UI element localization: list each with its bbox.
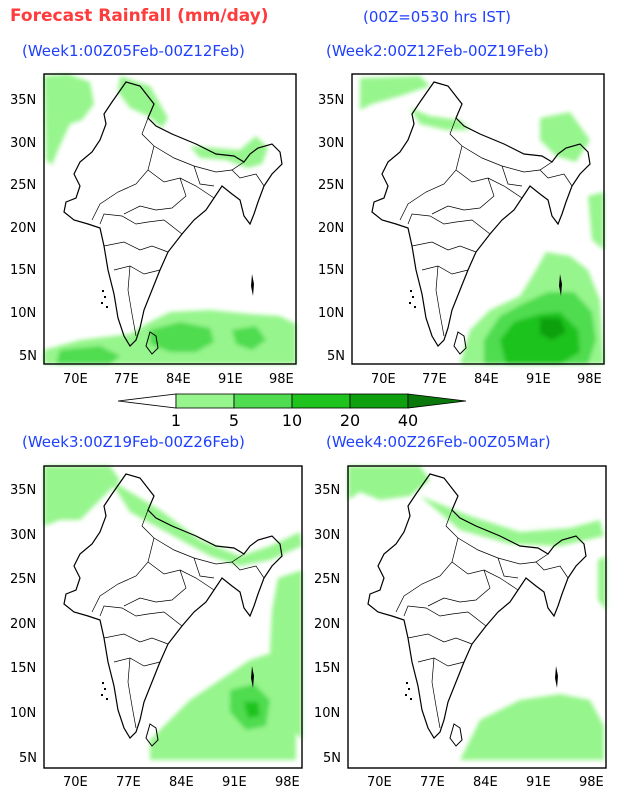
- lat-label: 20N: [10, 221, 36, 236]
- lon-label: 91E: [222, 775, 247, 790]
- lon-label: 84E: [169, 775, 194, 790]
- lat-label: 5N: [19, 751, 37, 766]
- panel-week2-map: [351, 73, 605, 365]
- lon-label: 98E: [275, 775, 300, 790]
- lat-label: 25N: [318, 178, 344, 193]
- lon-label: 70E: [371, 372, 396, 387]
- lat-label: 30N: [10, 136, 36, 151]
- legend-label: 10: [282, 411, 302, 430]
- lat-label: 30N: [10, 528, 36, 543]
- panel-week1-map: [43, 73, 297, 365]
- panel-week4-map: [347, 465, 607, 769]
- lat-label: 20N: [10, 617, 36, 632]
- lon-label: 91E: [526, 372, 551, 387]
- lon-label: 77E: [420, 775, 445, 790]
- panel-title-week3: (Week3:00Z19Feb-00Z26Feb): [22, 433, 245, 451]
- lat-label: 25N: [10, 178, 36, 193]
- lat-label: 15N: [10, 263, 36, 278]
- lat-label: 15N: [318, 263, 344, 278]
- lat-label: 10N: [318, 306, 344, 321]
- lon-label: 91E: [526, 775, 551, 790]
- axis-labels: 35N 30N 25N 20N 15N 10N 5N 70E 77E 84E 9…: [10, 93, 604, 790]
- lat-label: 25N: [10, 572, 36, 587]
- legend-labels: 1 5 10 20 40: [171, 411, 418, 430]
- legend-label: 5: [229, 411, 239, 430]
- lat-label: 35N: [314, 483, 340, 498]
- lon-label: 84E: [166, 372, 191, 387]
- lon-label: 98E: [577, 372, 602, 387]
- lon-label: 91E: [218, 372, 243, 387]
- legend-swatch-10-20: [291, 393, 351, 409]
- lat-label: 35N: [10, 483, 36, 498]
- lat-label: 15N: [10, 661, 36, 676]
- lat-label: 25N: [314, 572, 340, 587]
- rainfall-shading-week4: [348, 466, 606, 760]
- lat-label: 5N: [323, 751, 341, 766]
- lat-label: 20N: [314, 617, 340, 632]
- lat-label: 20N: [318, 221, 344, 236]
- lon-label: 77E: [422, 372, 447, 387]
- legend-label: 20: [340, 411, 360, 430]
- lon-label: 70E: [63, 372, 88, 387]
- panel-title-week2: (Week2:00Z12Feb-00Z19Feb): [326, 42, 549, 60]
- legend-swatch-below-1: [117, 393, 177, 409]
- legend-swatch-20-40: [349, 393, 409, 409]
- panel-title-week4: (Week4:00Z26Feb-00Z05Mar): [326, 433, 551, 451]
- lon-label: 77E: [116, 775, 141, 790]
- lon-label: 84E: [473, 775, 498, 790]
- lat-label: 30N: [318, 136, 344, 151]
- legend-swatch-1-5: [175, 393, 235, 409]
- legend-label: 40: [398, 411, 418, 430]
- lon-label: 98E: [579, 775, 604, 790]
- lat-label: 5N: [19, 349, 37, 364]
- lat-label: 5N: [327, 349, 345, 364]
- legend-swatch-5-10: [233, 393, 293, 409]
- panel-title-week1: (Week1:00Z05Feb-00Z12Feb): [22, 42, 245, 60]
- lat-label: 15N: [314, 661, 340, 676]
- lat-label: 35N: [318, 93, 344, 108]
- lon-label: 98E: [269, 372, 294, 387]
- lat-label: 10N: [10, 706, 36, 721]
- panel-week3-map: [43, 465, 303, 769]
- rainfall-color-legend: [117, 393, 467, 409]
- legend-swatch-above-40: [407, 393, 467, 409]
- lat-label: 10N: [10, 306, 36, 321]
- lat-label: 30N: [314, 528, 340, 543]
- map-title: Forecast Rainfall (mm/day): [10, 6, 269, 26]
- rainfall-shading-week3: [44, 466, 302, 760]
- lat-label: 10N: [314, 706, 340, 721]
- rainfall-shading-week2: [360, 76, 604, 364]
- lon-label: 77E: [114, 372, 139, 387]
- legend-label: 1: [171, 411, 181, 430]
- time-zone-note: (00Z=0530 hrs IST): [363, 8, 511, 26]
- lon-label: 84E: [474, 372, 499, 387]
- lon-label: 70E: [63, 775, 88, 790]
- lon-label: 70E: [367, 775, 392, 790]
- rainfall-shading-week1: [44, 74, 296, 364]
- lat-label: 35N: [10, 93, 36, 108]
